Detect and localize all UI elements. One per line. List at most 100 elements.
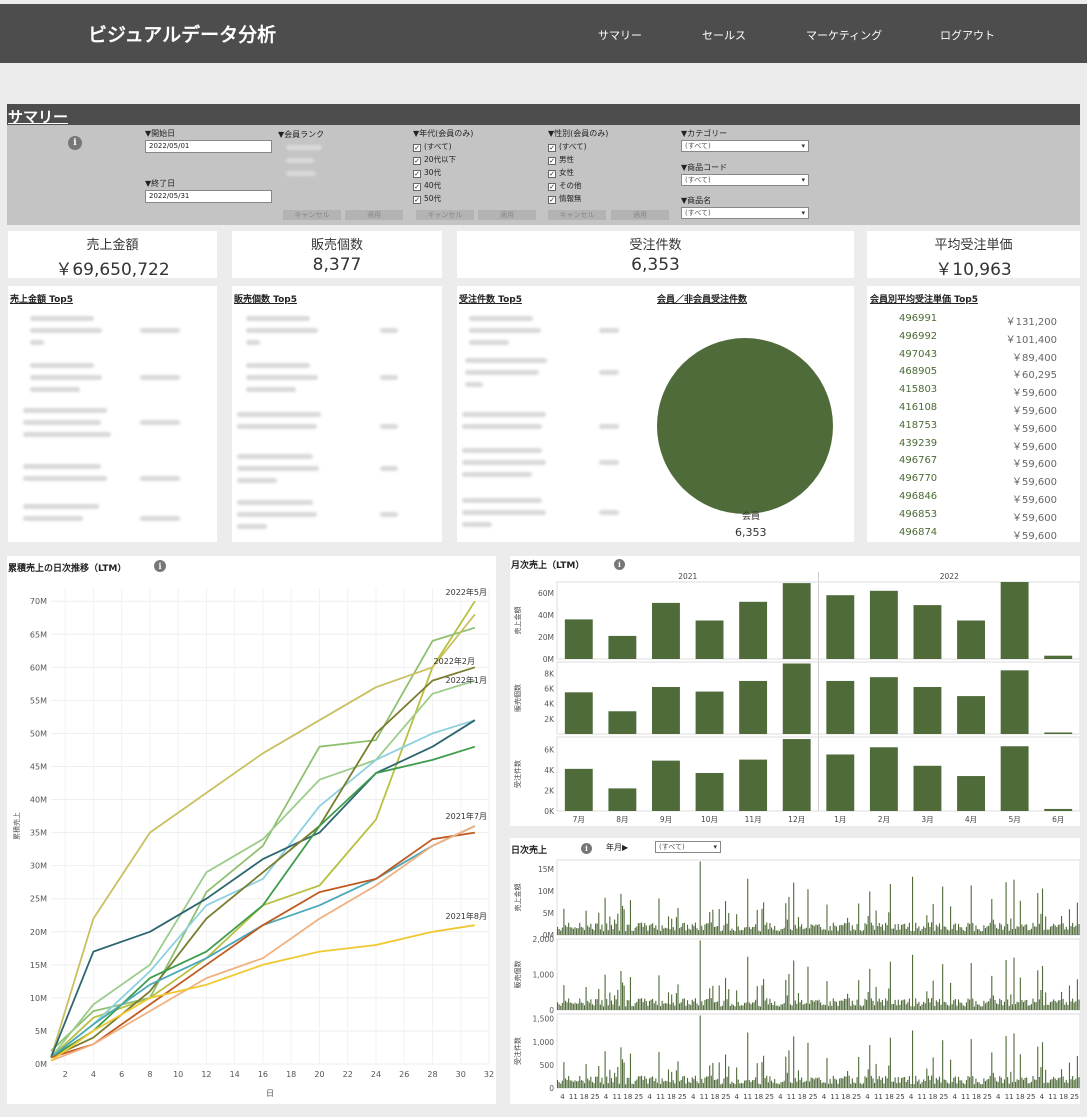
bar[interactable]: [853, 1082, 855, 1088]
bar[interactable]: [940, 1082, 942, 1088]
bar[interactable]: [588, 927, 590, 935]
bar[interactable]: [1043, 1083, 1045, 1088]
bar[interactable]: [808, 1081, 811, 1088]
bar[interactable]: [674, 1005, 676, 1010]
bar[interactable]: [782, 583, 811, 659]
info-icon[interactable]: i: [614, 559, 625, 570]
bar[interactable]: [1029, 1083, 1031, 1088]
bar[interactable]: [564, 692, 593, 734]
bar[interactable]: [675, 993, 677, 1010]
bar[interactable]: [618, 1005, 620, 1010]
bar[interactable]: [1073, 927, 1075, 935]
bar[interactable]: [1007, 999, 1009, 1010]
bar[interactable]: [1022, 926, 1025, 935]
bar[interactable]: [829, 1079, 831, 1088]
bar[interactable]: [801, 1077, 803, 1088]
bar[interactable]: [915, 922, 917, 935]
bar[interactable]: [618, 930, 620, 935]
bar[interactable]: [699, 1015, 701, 1088]
bar[interactable]: [904, 1076, 906, 1088]
bar[interactable]: [896, 930, 898, 935]
bar[interactable]: [1022, 1079, 1025, 1088]
bar[interactable]: [652, 760, 680, 811]
bar[interactable]: [696, 928, 698, 935]
bar[interactable]: [908, 998, 910, 1010]
bar[interactable]: [805, 1080, 807, 1088]
bar[interactable]: [763, 902, 765, 935]
bar[interactable]: [628, 924, 630, 935]
bar[interactable]: [718, 909, 720, 935]
bar[interactable]: [861, 931, 863, 935]
bar[interactable]: [1065, 1079, 1067, 1088]
bar[interactable]: [1002, 1005, 1004, 1010]
bar[interactable]: [1062, 1076, 1064, 1088]
product-code-select[interactable]: (すべて): [681, 174, 809, 186]
bar[interactable]: [840, 1077, 842, 1088]
bar[interactable]: [929, 1002, 931, 1010]
bar[interactable]: [782, 1004, 784, 1010]
bar[interactable]: [886, 1078, 888, 1088]
bar[interactable]: [691, 999, 693, 1010]
bar[interactable]: [796, 928, 798, 935]
bar[interactable]: [564, 1078, 567, 1088]
bar[interactable]: [791, 1005, 793, 1010]
bar[interactable]: [640, 922, 643, 935]
bar[interactable]: [986, 1001, 988, 1010]
bar[interactable]: [1003, 1079, 1006, 1088]
bar[interactable]: [759, 1006, 761, 1010]
bar[interactable]: [1010, 1071, 1012, 1088]
bar[interactable]: [1040, 989, 1042, 1010]
bar[interactable]: [699, 940, 701, 1010]
bar[interactable]: [1021, 924, 1023, 935]
bar[interactable]: [957, 1076, 960, 1088]
bar[interactable]: [877, 1079, 879, 1088]
bar[interactable]: [942, 1040, 944, 1088]
bar[interactable]: [620, 893, 622, 935]
bar[interactable]: [677, 1061, 679, 1088]
bar[interactable]: [778, 931, 780, 935]
bar[interactable]: [780, 1004, 782, 1010]
bar[interactable]: [623, 1062, 625, 1088]
bar[interactable]: [818, 1077, 820, 1088]
bar[interactable]: [713, 1080, 716, 1088]
bar[interactable]: [978, 1004, 980, 1010]
bar[interactable]: [813, 1079, 815, 1088]
bar[interactable]: [801, 924, 803, 935]
bar[interactable]: [707, 1076, 709, 1088]
bar[interactable]: [660, 930, 662, 935]
bar[interactable]: [862, 930, 864, 935]
bar[interactable]: [699, 861, 701, 936]
bar[interactable]: [666, 928, 668, 935]
bar[interactable]: [823, 929, 825, 935]
bar[interactable]: [715, 1002, 717, 1010]
bar[interactable]: [851, 925, 853, 935]
bar[interactable]: [642, 1002, 644, 1010]
bar[interactable]: [946, 1082, 948, 1088]
bar[interactable]: [626, 1077, 628, 1088]
bar[interactable]: [587, 1078, 589, 1088]
bar[interactable]: [1059, 924, 1061, 935]
bar[interactable]: [637, 998, 639, 1010]
bar[interactable]: [992, 1072, 994, 1088]
bar[interactable]: [644, 1076, 646, 1088]
bar[interactable]: [691, 1077, 693, 1088]
bar[interactable]: [715, 926, 717, 935]
bar[interactable]: [756, 1063, 758, 1088]
bar[interactable]: [859, 930, 861, 935]
bar[interactable]: [937, 1079, 939, 1088]
bar[interactable]: [832, 998, 834, 1010]
bar[interactable]: [702, 1083, 704, 1088]
bar[interactable]: [728, 913, 730, 935]
bar[interactable]: [660, 1083, 662, 1088]
bar[interactable]: [1045, 992, 1047, 1010]
bar[interactable]: [851, 1078, 853, 1088]
bar[interactable]: [820, 927, 822, 935]
bar[interactable]: [793, 882, 795, 935]
bar[interactable]: [831, 1083, 833, 1088]
bar[interactable]: [587, 1000, 589, 1010]
bar[interactable]: [950, 1059, 952, 1088]
bar[interactable]: [588, 1080, 590, 1088]
bar[interactable]: [962, 1083, 964, 1088]
bar[interactable]: [775, 930, 777, 935]
bar[interactable]: [872, 1078, 874, 1088]
